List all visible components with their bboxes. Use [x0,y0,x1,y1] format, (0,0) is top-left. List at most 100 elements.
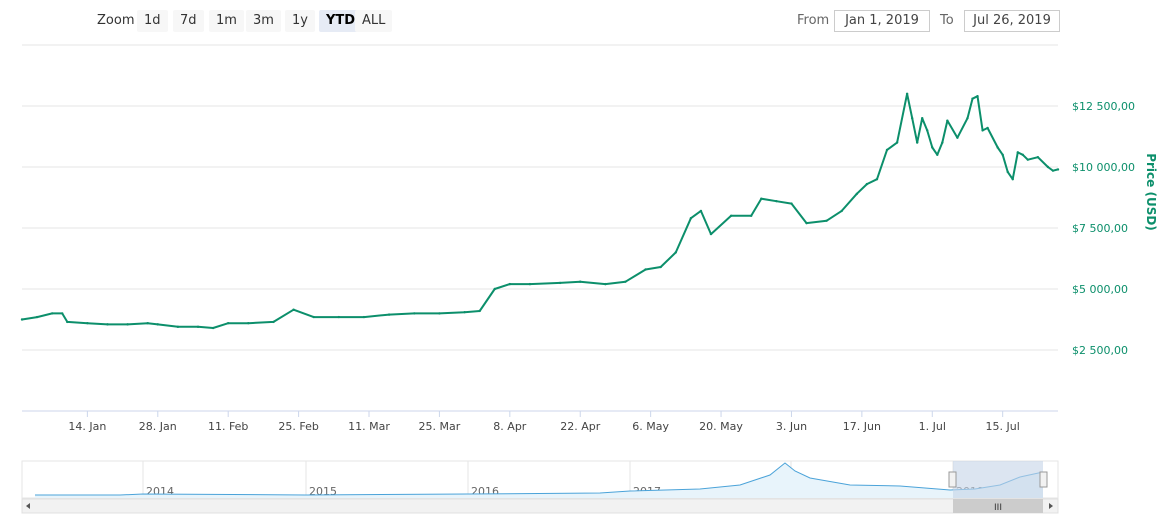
price-point [976,95,979,98]
price-point [941,141,944,144]
price-point [855,192,859,196]
price-point [312,315,315,319]
price-point [438,312,441,315]
x-tick-label: 8. Apr [493,420,526,433]
price-point [805,221,808,225]
price-point [61,312,64,315]
price-point [604,282,607,286]
zoom-3m-button[interactable]: 3m [246,10,281,32]
x-tick-label: 20. May [699,420,743,433]
x-tick-label: 17. Jun [843,420,881,433]
scrollbar-grip: III [994,503,1002,513]
price-point [875,178,879,181]
zoom-7d-button[interactable]: 7d [173,10,204,32]
price-point [146,321,149,325]
price-point [387,313,391,316]
x-tick-label: 1. Jul [919,420,946,433]
price-point [750,214,753,217]
scrollbar-track[interactable] [21,498,1059,514]
price-point [292,308,295,311]
price-point [86,321,89,325]
y-tick-label: $5 000,00 [1072,283,1128,296]
price-point [840,209,843,213]
scrollbar-thumb[interactable] [953,499,1043,513]
price-point [478,309,481,313]
price-point [362,315,366,319]
price-point [674,251,677,254]
price-point [885,148,889,152]
navigator-left-handle[interactable] [948,471,957,488]
zoom-1d-button[interactable]: 1d [137,10,168,32]
price-point [1056,168,1060,171]
price-point [790,202,793,205]
y-tick-label: $7 500,00 [1072,222,1128,235]
scroll-left-arrow-icon[interactable] [26,503,30,509]
zoom-1y-button[interactable]: 1y [285,10,315,32]
price-point [1006,170,1009,174]
zoom-all-button[interactable]: ALL [355,10,393,32]
price-point [156,323,159,326]
price-point [956,136,959,139]
price-point [1026,158,1030,161]
to-date-input[interactable]: Jul 26, 2019 [964,10,1060,32]
x-tick-label: 28. Jan [139,420,177,433]
price-point [35,315,39,319]
price-point [508,282,512,286]
from-label: From [797,13,830,28]
price-point [915,141,919,144]
price-point [528,282,532,286]
price-point [20,318,24,321]
x-tick-label: 25. Mar [419,420,461,433]
y-tick-label: $12 500,00 [1072,100,1135,113]
price-point [775,199,778,203]
price-point [689,217,693,220]
price-point [1051,169,1055,172]
price-point [226,321,230,325]
price-point [981,129,984,132]
price-point [825,219,828,222]
price-point [895,141,899,144]
navigator-area [35,463,1043,498]
price-point [760,197,763,200]
price-point [644,268,647,271]
navigator-right-handle[interactable] [1039,471,1048,488]
y-axis-title: Price (USD) [1144,153,1158,231]
price-point [579,280,582,283]
x-tick-label: 15. Jul [986,420,1020,433]
price-point [413,312,416,315]
price-point [931,146,934,149]
price-point [926,129,929,132]
price-point [910,117,914,120]
price-point [905,92,909,96]
price-point [463,310,466,314]
x-tick-label: 3. Jun [776,420,807,433]
price-point [624,280,627,283]
price-point [1046,165,1050,169]
zoom-1m-button[interactable]: 1m [209,10,244,32]
y-tick-label: $2 500,00 [1072,344,1128,357]
price-point [986,126,989,130]
price-point [729,214,733,217]
price-point [1036,156,1040,159]
from-date-input[interactable]: Jan 1, 2019 [834,10,930,32]
price-point [936,153,939,156]
zoom-ytd-button[interactable]: YTD [319,10,363,32]
scroll-right-arrow-icon[interactable] [1049,503,1053,509]
price-point [971,97,974,100]
price-point [196,325,200,329]
to-label: To [940,13,954,28]
price-point [493,287,496,291]
x-tick-label: 14. Jan [68,420,106,433]
x-tick-label: 25. Feb [278,420,318,433]
price-point [272,320,275,324]
x-tick-label: 11. Mar [348,420,390,433]
x-tick-label: 6. May [632,420,669,433]
price-point [50,312,54,315]
price-point [558,281,562,285]
y-tick-label: $10 000,00 [1072,161,1135,174]
price-point [126,323,129,326]
price-point [921,117,924,120]
price-point [865,182,869,186]
price-point [1016,151,1019,154]
